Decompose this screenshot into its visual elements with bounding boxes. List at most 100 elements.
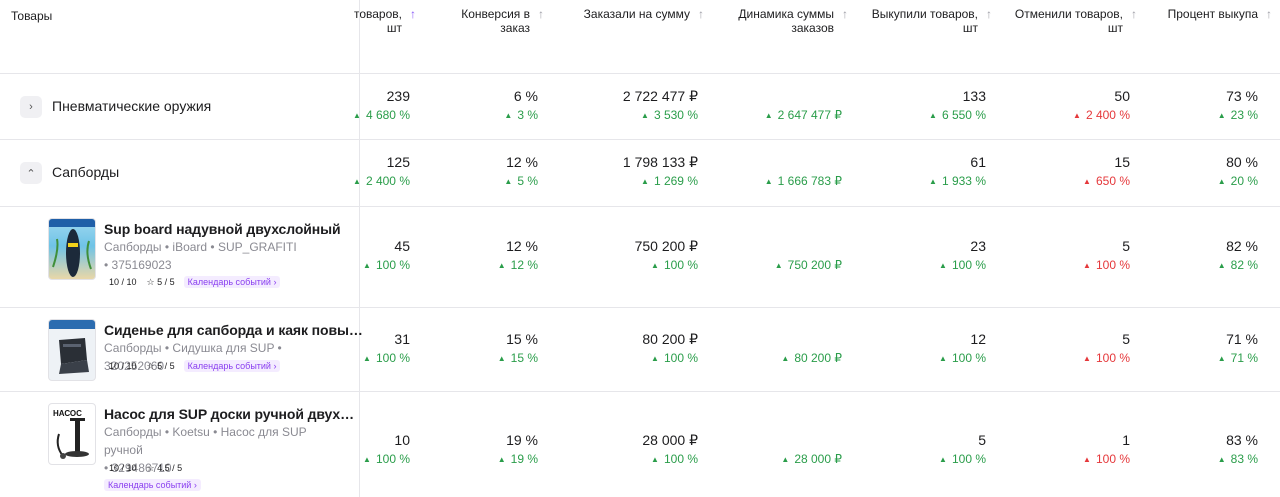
product-name[interactable]: Sup board надувной двухслойный <box>104 221 341 237</box>
product-thumbnail[interactable]: НАСОС <box>48 403 96 465</box>
delta-text: 100 % <box>951 351 986 365</box>
bought-count: 61 <box>970 154 986 170</box>
product-row[interactable]: Сиденье для сапборда и каяк повы… Сапбор… <box>0 308 1280 392</box>
order-dynamics-delta: ▲ 750 200 ₽ <box>775 258 842 272</box>
product-badges: 10 / 10 ☆ 4.5 / 5 <box>104 461 187 475</box>
ordered-delta: ▲ 2 400 % <box>353 174 410 188</box>
delta-text: 83 % <box>1230 452 1258 466</box>
conversion-delta: ▲ 3 % <box>504 108 538 122</box>
arrow-up-icon: ▲ <box>651 455 659 464</box>
cancelled-delta: ▲ 2 400 % <box>1073 108 1130 122</box>
rating: ☆ 5 / 5 <box>142 361 180 372</box>
arrow-up-icon: ▲ <box>781 455 790 464</box>
order-dynamics-header[interactable]: Динамика суммы ↑ заказов <box>738 7 848 35</box>
category-row[interactable]: ⌃ Сапборды 125 ▲ 2 400 % 12 % ▲ 5 % 1 798 … <box>0 140 1280 207</box>
chevron-right-icon: › <box>273 277 277 287</box>
category-row[interactable]: › Пневматические оружия 239 ▲ 4 680 % 6 %… <box>0 74 1280 140</box>
bought-count-header[interactable]: Выкупили товаров, ↑ шт <box>872 7 992 35</box>
calendar-label: Календарь событий <box>187 277 271 287</box>
ordered-count-header[interactable]: товаров, ↑ шт <box>354 7 416 35</box>
arrow-up-icon: ▲ <box>353 111 361 120</box>
delta-text: 100 % <box>663 258 698 272</box>
arrow-up-icon: ▲ <box>641 177 649 186</box>
buyout-percent: 73 % <box>1226 88 1258 104</box>
arrow-up-icon: ▲ <box>641 111 649 120</box>
cancelled-count: 50 <box>1114 88 1130 104</box>
bought-delta: ▲ 6 550 % <box>929 108 986 122</box>
delta-text: 2 400 % <box>1085 108 1130 122</box>
star-icon: ☆ <box>146 276 158 287</box>
buyout-percent-header[interactable]: Процент выкупа ↑ <box>1168 7 1272 21</box>
order-sum: 2 722 477 ₽ <box>622 88 698 104</box>
header-text: Процент выкупа <box>1167 7 1258 21</box>
delta-text: 3 530 % <box>653 108 698 122</box>
order-sum-header[interactable]: Заказали на сумму ↑ <box>584 7 704 21</box>
header-text: Выкупили товаров, <box>871 7 978 21</box>
order-sum-delta: ▲ 1 269 % <box>641 174 698 188</box>
product-row[interactable]: НАСОС Насос для SUP доски ручной двух… С… <box>0 392 1280 497</box>
cancelled-count: 1 <box>1122 432 1130 448</box>
cancelled-count: 5 <box>1122 331 1130 347</box>
arrow-up-icon: ▲ <box>939 455 947 464</box>
buyout-delta: ▲ 20 % <box>1218 174 1258 188</box>
rating: ☆ 5 / 5 <box>142 277 180 288</box>
product-thumbnail[interactable] <box>48 319 96 381</box>
ordered-count: 125 <box>386 154 410 170</box>
events-calendar-link[interactable]: Календарь событий › <box>104 479 201 491</box>
arrow-up-icon: ▲ <box>1083 261 1091 270</box>
events-calendar-link[interactable]: Календарь событий › <box>183 276 281 288</box>
delta-text: 12 % <box>510 258 538 272</box>
collapse-chevron-icon[interactable]: ⌃ <box>20 162 42 184</box>
sort-arrow-icon[interactable]: ↑ <box>986 7 992 21</box>
cancelled-count: 5 <box>1122 238 1130 254</box>
sort-arrow-icon[interactable]: ↑ <box>842 7 848 21</box>
star-icon: ☆ <box>146 462 158 473</box>
arrow-up-icon: ▲ <box>1217 455 1226 464</box>
delta-text: 15 % <box>510 351 538 365</box>
cancelled-count-header[interactable]: Отменили товаров, ↑ шт <box>1015 7 1137 35</box>
arrow-up-icon: ▲ <box>504 111 513 120</box>
delta-text: 2 647 477 ₽ <box>777 108 842 122</box>
delta-text: 4 680 % <box>365 108 410 122</box>
buyout-percent: 71 % <box>1226 331 1258 347</box>
rating: ☆ 4.5 / 5 <box>142 463 188 474</box>
chevron-right-icon: › <box>273 361 277 371</box>
conversion-delta: ▲ 15 % <box>498 351 538 365</box>
arrow-up-icon: ▲ <box>363 455 371 464</box>
delta-text: 100 % <box>663 351 698 365</box>
delta-text: 1 269 % <box>653 174 698 188</box>
conversion-header[interactable]: Конверсия в ↑ заказ <box>461 7 544 35</box>
rating-value: 4.5 / 5 <box>157 462 183 473</box>
order-sum-delta: ▲ 3 530 % <box>641 108 698 122</box>
goods-column-header[interactable]: Товары <box>11 9 53 23</box>
arrow-up-icon: ▲ <box>929 111 937 120</box>
sort-arrow-icon[interactable]: ↑ <box>1131 7 1137 21</box>
delta-text: 100 % <box>1095 258 1130 272</box>
delta-text: 100 % <box>375 258 410 272</box>
arrow-up-icon: ▲ <box>651 354 659 363</box>
sort-arrow-icon[interactable]: ↑ <box>698 7 704 21</box>
events-calendar-link[interactable]: Календарь событий › <box>183 360 281 372</box>
sort-arrow-icon[interactable]: ↑ <box>1266 7 1272 21</box>
product-thumbnail[interactable] <box>48 218 96 280</box>
buyout-delta: ▲ 82 % <box>1218 258 1258 272</box>
pump-image: НАСОС <box>53 409 89 459</box>
arrow-up-icon: ▲ <box>929 177 937 186</box>
conversion-delta: ▲ 12 % <box>498 258 538 272</box>
delta-text: 19 % <box>510 452 538 466</box>
ordered-delta: ▲ 100 % <box>363 452 410 466</box>
sort-arrow-icon[interactable]: ↑ <box>538 7 544 21</box>
product-name[interactable]: Насос для SUP доски ручной двух… <box>104 406 355 422</box>
ordered-count: 10 <box>394 432 410 448</box>
ordered-delta: ▲ 100 % <box>363 258 410 272</box>
sort-arrow-icon[interactable]: ↑ <box>410 7 416 21</box>
cancelled-delta: ▲ 100 % <box>1083 452 1130 466</box>
expand-chevron-icon[interactable]: › <box>20 96 42 118</box>
product-name[interactable]: Сиденье для сапборда и каяк повы… <box>104 322 363 338</box>
sup-board-image <box>49 219 95 277</box>
delta-text: 1 933 % <box>941 174 986 188</box>
delta-text: 100 % <box>375 351 410 365</box>
cancelled-count: 15 <box>1114 154 1130 170</box>
product-row[interactable]: Sup board надувной двухслойный Сапборды … <box>0 207 1280 308</box>
delta-text: 20 % <box>1230 174 1258 188</box>
